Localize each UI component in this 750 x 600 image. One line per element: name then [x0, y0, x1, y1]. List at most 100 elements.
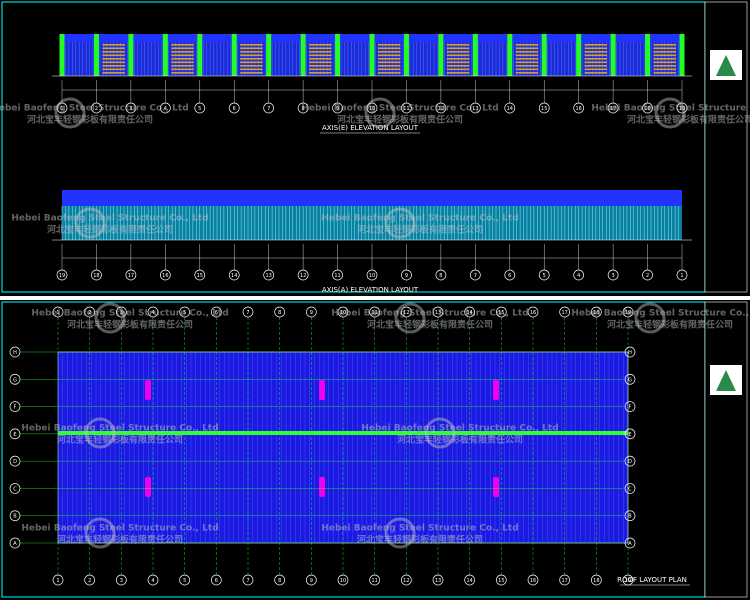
- door-slat: [102, 61, 125, 64]
- axis-bubble: [147, 574, 159, 586]
- axis-label: 6: [215, 578, 218, 584]
- door-slat: [171, 61, 194, 64]
- door-slat: [515, 58, 539, 60]
- axis-label: 17: [561, 578, 567, 584]
- axis-label: 17: [561, 310, 567, 316]
- watermark-logo: [364, 97, 396, 129]
- column: [369, 34, 375, 76]
- axis-label: 12: [438, 106, 444, 112]
- axis-label: E: [13, 432, 16, 438]
- watermark-cn: 河北宝丰轻钢彩板有限责任公司: [57, 534, 183, 546]
- axis-bubble: [622, 306, 634, 318]
- door-slat: [171, 51, 194, 53]
- watermark-en: Hebei Baofeng Steel Structure Co., Ltd: [571, 309, 750, 319]
- axis-label: 14: [466, 578, 472, 584]
- door-slat: [309, 72, 332, 74]
- watermark-cn: 河北宝丰轻钢彩板有限责任公司: [627, 114, 750, 126]
- door-slat: [309, 44, 332, 46]
- axis-label: 1: [60, 106, 63, 112]
- door-slat: [515, 47, 539, 50]
- door-slat: [240, 54, 263, 57]
- axis-bubble: [624, 428, 636, 440]
- axis-bubble: [159, 102, 171, 114]
- axis-label: 10: [369, 106, 375, 112]
- axis-label: 8: [278, 310, 281, 316]
- axis-label: D: [13, 459, 17, 465]
- logo-1-mark: [716, 55, 736, 76]
- axis-bubble: [337, 574, 349, 586]
- door-slat: [171, 44, 194, 46]
- watermark-en: Hebei Baofeng Steel Structure Co., Ltd: [31, 309, 228, 319]
- watermark-en: Hebei Baofeng Steel Structure Co., Ltd: [361, 424, 558, 434]
- watermark-cn: 河北宝丰轻钢彩板有限责任公司: [397, 434, 523, 446]
- watermark-logo: [74, 207, 106, 239]
- axis-bubble: [366, 269, 378, 281]
- door-slat: [515, 61, 539, 64]
- axis-bubble: [263, 269, 275, 281]
- axis-label: 17: [128, 273, 134, 279]
- door-slat: [378, 54, 401, 57]
- column: [231, 34, 237, 76]
- axis-bubble: [573, 269, 585, 281]
- axis-label: 7: [474, 273, 477, 279]
- axis-label: 2: [646, 273, 649, 279]
- axis-label: 13: [435, 578, 441, 584]
- door-slat: [446, 58, 470, 60]
- door-slat: [515, 44, 539, 46]
- door-slat: [515, 68, 539, 71]
- door-slat: [240, 65, 263, 67]
- axis-label: 13: [472, 106, 478, 112]
- watermark-logo: [84, 417, 116, 449]
- column: [300, 34, 306, 76]
- watermark-en: Hebei Baofeng Steel Structure Co., Ltd: [321, 524, 518, 534]
- door-slat: [309, 51, 332, 53]
- door-slat: [240, 47, 263, 50]
- door-slat: [584, 68, 608, 71]
- door-slat: [584, 61, 608, 64]
- axis-label: 18: [593, 578, 599, 584]
- axis-bubble: [228, 102, 240, 114]
- axis-bubble: [337, 306, 349, 318]
- axis-label: 5: [183, 578, 186, 584]
- door-slat: [378, 51, 401, 53]
- axis-label: 6: [215, 310, 218, 316]
- watermark-cn: 河北宝丰轻钢彩板有限责任公司: [27, 114, 153, 126]
- door-slat: [378, 61, 401, 64]
- door-slat: [584, 44, 608, 46]
- axis-bubble: [56, 102, 68, 114]
- door-slat: [171, 65, 194, 67]
- axis-label: 14: [231, 273, 237, 279]
- door-slat: [309, 54, 332, 57]
- watermark-cn: 河北宝丰轻钢彩板有限责任公司: [357, 534, 483, 546]
- column: [645, 34, 651, 76]
- watermark-cn: 河北宝丰轻钢彩板有限责任公司: [357, 224, 483, 236]
- axis-label: 19: [625, 310, 631, 316]
- axis-bubble: [624, 373, 636, 385]
- watermark-en: Hebei Baofeng Steel Structure Co., Ltd: [11, 214, 208, 224]
- column: [403, 34, 409, 76]
- watermark-logo: [384, 517, 416, 549]
- axis-bubble: [305, 574, 317, 586]
- axis-label: 2: [88, 310, 91, 316]
- watermark-en: Hebei Baofeng Steel Structure Co., Ltd: [331, 309, 528, 319]
- axis-bubble: [676, 102, 688, 114]
- door-slat: [309, 58, 332, 60]
- axis-label: A: [628, 541, 632, 547]
- door-slat: [446, 54, 470, 57]
- axis-label: 9: [310, 310, 313, 316]
- axis-bubble: [9, 401, 21, 412]
- axis-label: 19: [59, 273, 65, 279]
- door-slat: [102, 58, 125, 60]
- column: [266, 34, 272, 76]
- axis-bubble: [464, 306, 476, 318]
- axis-bubble: [607, 269, 619, 281]
- watermark-en: Hebei Baofeng Steel Structure Co., Ltd: [301, 104, 498, 114]
- door-slat: [102, 68, 125, 71]
- door-slat: [240, 61, 263, 64]
- axis-bubble: [624, 346, 636, 358]
- door-slat: [309, 65, 332, 67]
- axis-label: H: [13, 350, 17, 356]
- door-slat: [446, 65, 470, 67]
- axis-bubble: [527, 306, 539, 318]
